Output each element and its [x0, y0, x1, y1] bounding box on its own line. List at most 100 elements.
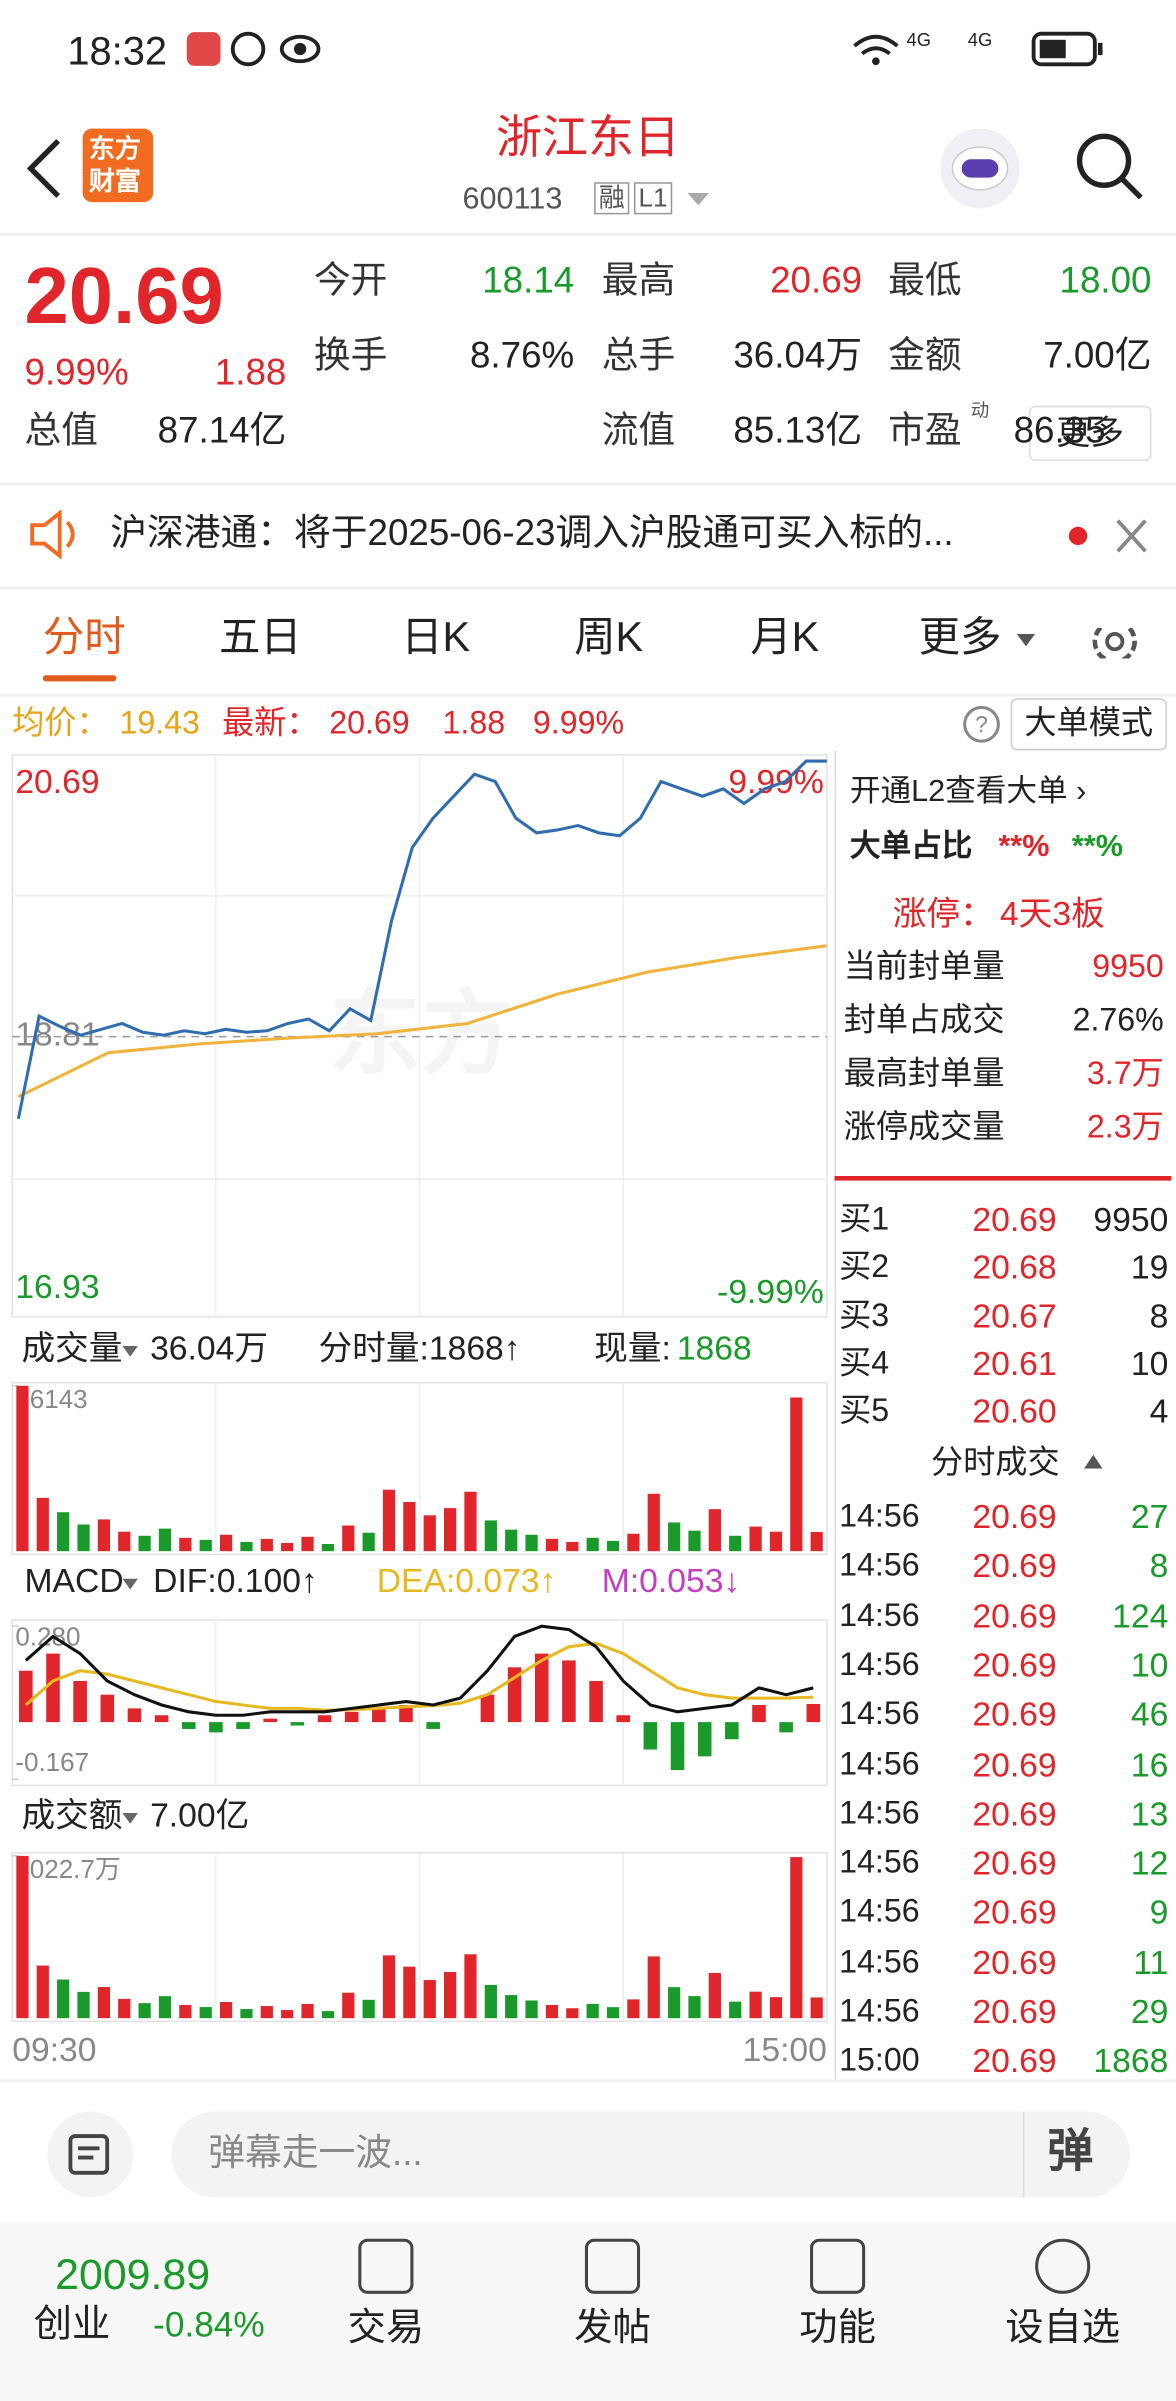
- panel-total: 36.04万: [150, 1330, 268, 1367]
- nav-item[interactable]: 功能: [799, 2306, 876, 2349]
- comment-input[interactable]: 弹幕走一波... 弹: [171, 2111, 1131, 2198]
- tab-indicator: [42, 675, 117, 682]
- tab[interactable]: 日K: [401, 614, 471, 660]
- bar: [403, 1966, 416, 2019]
- bar: [16, 1385, 29, 1552]
- trade-time: 14:56: [839, 1894, 920, 1930]
- input-divider: [1022, 2111, 1025, 2198]
- stat-label: 流值: [601, 410, 676, 452]
- bar: [118, 1998, 131, 2019]
- status-icons: [186, 31, 1103, 67]
- back-button[interactable]: [21, 135, 67, 202]
- trade-volume: 13: [1130, 1794, 1169, 1833]
- l2-link[interactable]: 开通L2查看大单 ›: [849, 774, 1087, 809]
- macd-bar: [209, 1722, 223, 1733]
- nav-icon: [1035, 2238, 1091, 2294]
- bar: [627, 1999, 640, 2019]
- index-name[interactable]: 创业: [33, 2303, 111, 2346]
- seal-value: 9950: [1092, 949, 1164, 985]
- bar: [729, 1535, 742, 1552]
- bar: [36, 1497, 49, 1552]
- trade-price: 20.69: [972, 1942, 1057, 1981]
- tab[interactable]: 周K: [574, 614, 644, 660]
- bar: [647, 1956, 660, 2019]
- dropdown[interactable]: [686, 190, 711, 208]
- macd-bar: [779, 1722, 793, 1733]
- panel-label: 成交额: [21, 1796, 122, 1834]
- change-pct: 9.99%: [24, 352, 129, 394]
- notice-text[interactable]: 沪深港通：将于2025-06-23调入沪股通可买入标的...: [110, 512, 954, 555]
- change: 1.88: [214, 352, 287, 394]
- bar: [505, 1995, 518, 2019]
- bar: [16, 1855, 29, 2019]
- nav-item[interactable]: 设自选: [1005, 2306, 1121, 2349]
- bar: [57, 1512, 70, 1552]
- comment-placeholder: 弹幕走一波...: [208, 2133, 423, 2175]
- macd-bar: [562, 1660, 576, 1723]
- bar: [708, 1972, 721, 2019]
- trade-price: 20.69: [972, 1992, 1057, 2031]
- divider: [0, 586, 1176, 590]
- bar: [749, 1991, 762, 2019]
- trade-price: 20.69: [972, 1893, 1057, 1932]
- pct-low: -9.99%: [717, 1274, 824, 1311]
- index-change[interactable]: -0.84%: [153, 2304, 265, 2345]
- y-tick-label: 3022.7万: [15, 1854, 121, 1884]
- trade-price: 20.69: [972, 1547, 1057, 1586]
- bar: [138, 2003, 151, 2019]
- svg-text:?: ?: [975, 711, 988, 737]
- index-value[interactable]: 2009.89: [55, 2250, 211, 2299]
- trade-time: 14:56: [839, 1499, 920, 1535]
- divider: [0, 693, 1176, 697]
- nav-item[interactable]: 交易: [347, 2306, 425, 2349]
- tab[interactable]: 更多: [918, 614, 1002, 660]
- macd-bar: [19, 1670, 33, 1723]
- big-order-mode[interactable]: 大单模式: [1010, 698, 1167, 751]
- bar: [36, 1965, 49, 2019]
- bar: [219, 1534, 233, 1552]
- bar: [484, 1984, 497, 2019]
- tab[interactable]: 五日: [218, 614, 302, 660]
- big-ratio-label: 大单占比: [849, 829, 973, 864]
- bar: [647, 1493, 660, 1552]
- panel-total: 7.00亿: [150, 1796, 249, 1834]
- tab[interactable]: 分时: [42, 614, 126, 660]
- tab[interactable]: 月K: [750, 614, 820, 660]
- book-price: 20.67: [972, 1296, 1057, 1335]
- macd-bar: [317, 1715, 332, 1723]
- book-level: 买1: [839, 1202, 890, 1238]
- book-price: 20.68: [972, 1248, 1057, 1287]
- dea-line: [24, 1641, 814, 1712]
- trade-price: 20.69: [972, 1843, 1057, 1883]
- dif-line: [24, 1624, 814, 1717]
- bar: [281, 1542, 294, 1552]
- help-icon[interactable]: ?: [962, 704, 1002, 744]
- clock: 18:32: [67, 27, 168, 74]
- trade-volume: 11: [1133, 1942, 1169, 1981]
- macd-bar: [643, 1722, 658, 1750]
- book-level: 买3: [839, 1297, 890, 1334]
- book-price: 20.69: [972, 1200, 1057, 1239]
- more-button[interactable]: 更多: [1029, 405, 1152, 461]
- tag: L1: [633, 182, 673, 215]
- trade-price: 20.69: [972, 1596, 1057, 1635]
- bar: [627, 1533, 640, 1552]
- nav-item[interactable]: 发帖: [574, 2306, 651, 2349]
- avg-label: 均价：: [12, 705, 109, 742]
- notice-controls[interactable]: [1063, 515, 1155, 558]
- seal-label: 涨停成交量: [843, 1110, 1005, 1146]
- bar: [566, 2008, 579, 2019]
- latest-value: 20.69: [329, 705, 410, 742]
- latest-change: 1.88: [442, 705, 506, 742]
- comment-icon[interactable]: [46, 2110, 135, 2199]
- bar: [444, 1508, 457, 1552]
- macd-bar: [616, 1715, 631, 1723]
- bar: [586, 1537, 599, 1552]
- macd-bar: [263, 1718, 278, 1723]
- bar: [77, 1991, 90, 2019]
- dea-label: DEA:0.073↑: [377, 1563, 557, 1600]
- search-button[interactable]: [1072, 129, 1149, 206]
- danmaku-button[interactable]: 弹: [1047, 2126, 1094, 2178]
- macd-bar: [344, 1711, 359, 1723]
- assistant-avatar[interactable]: [934, 123, 1026, 215]
